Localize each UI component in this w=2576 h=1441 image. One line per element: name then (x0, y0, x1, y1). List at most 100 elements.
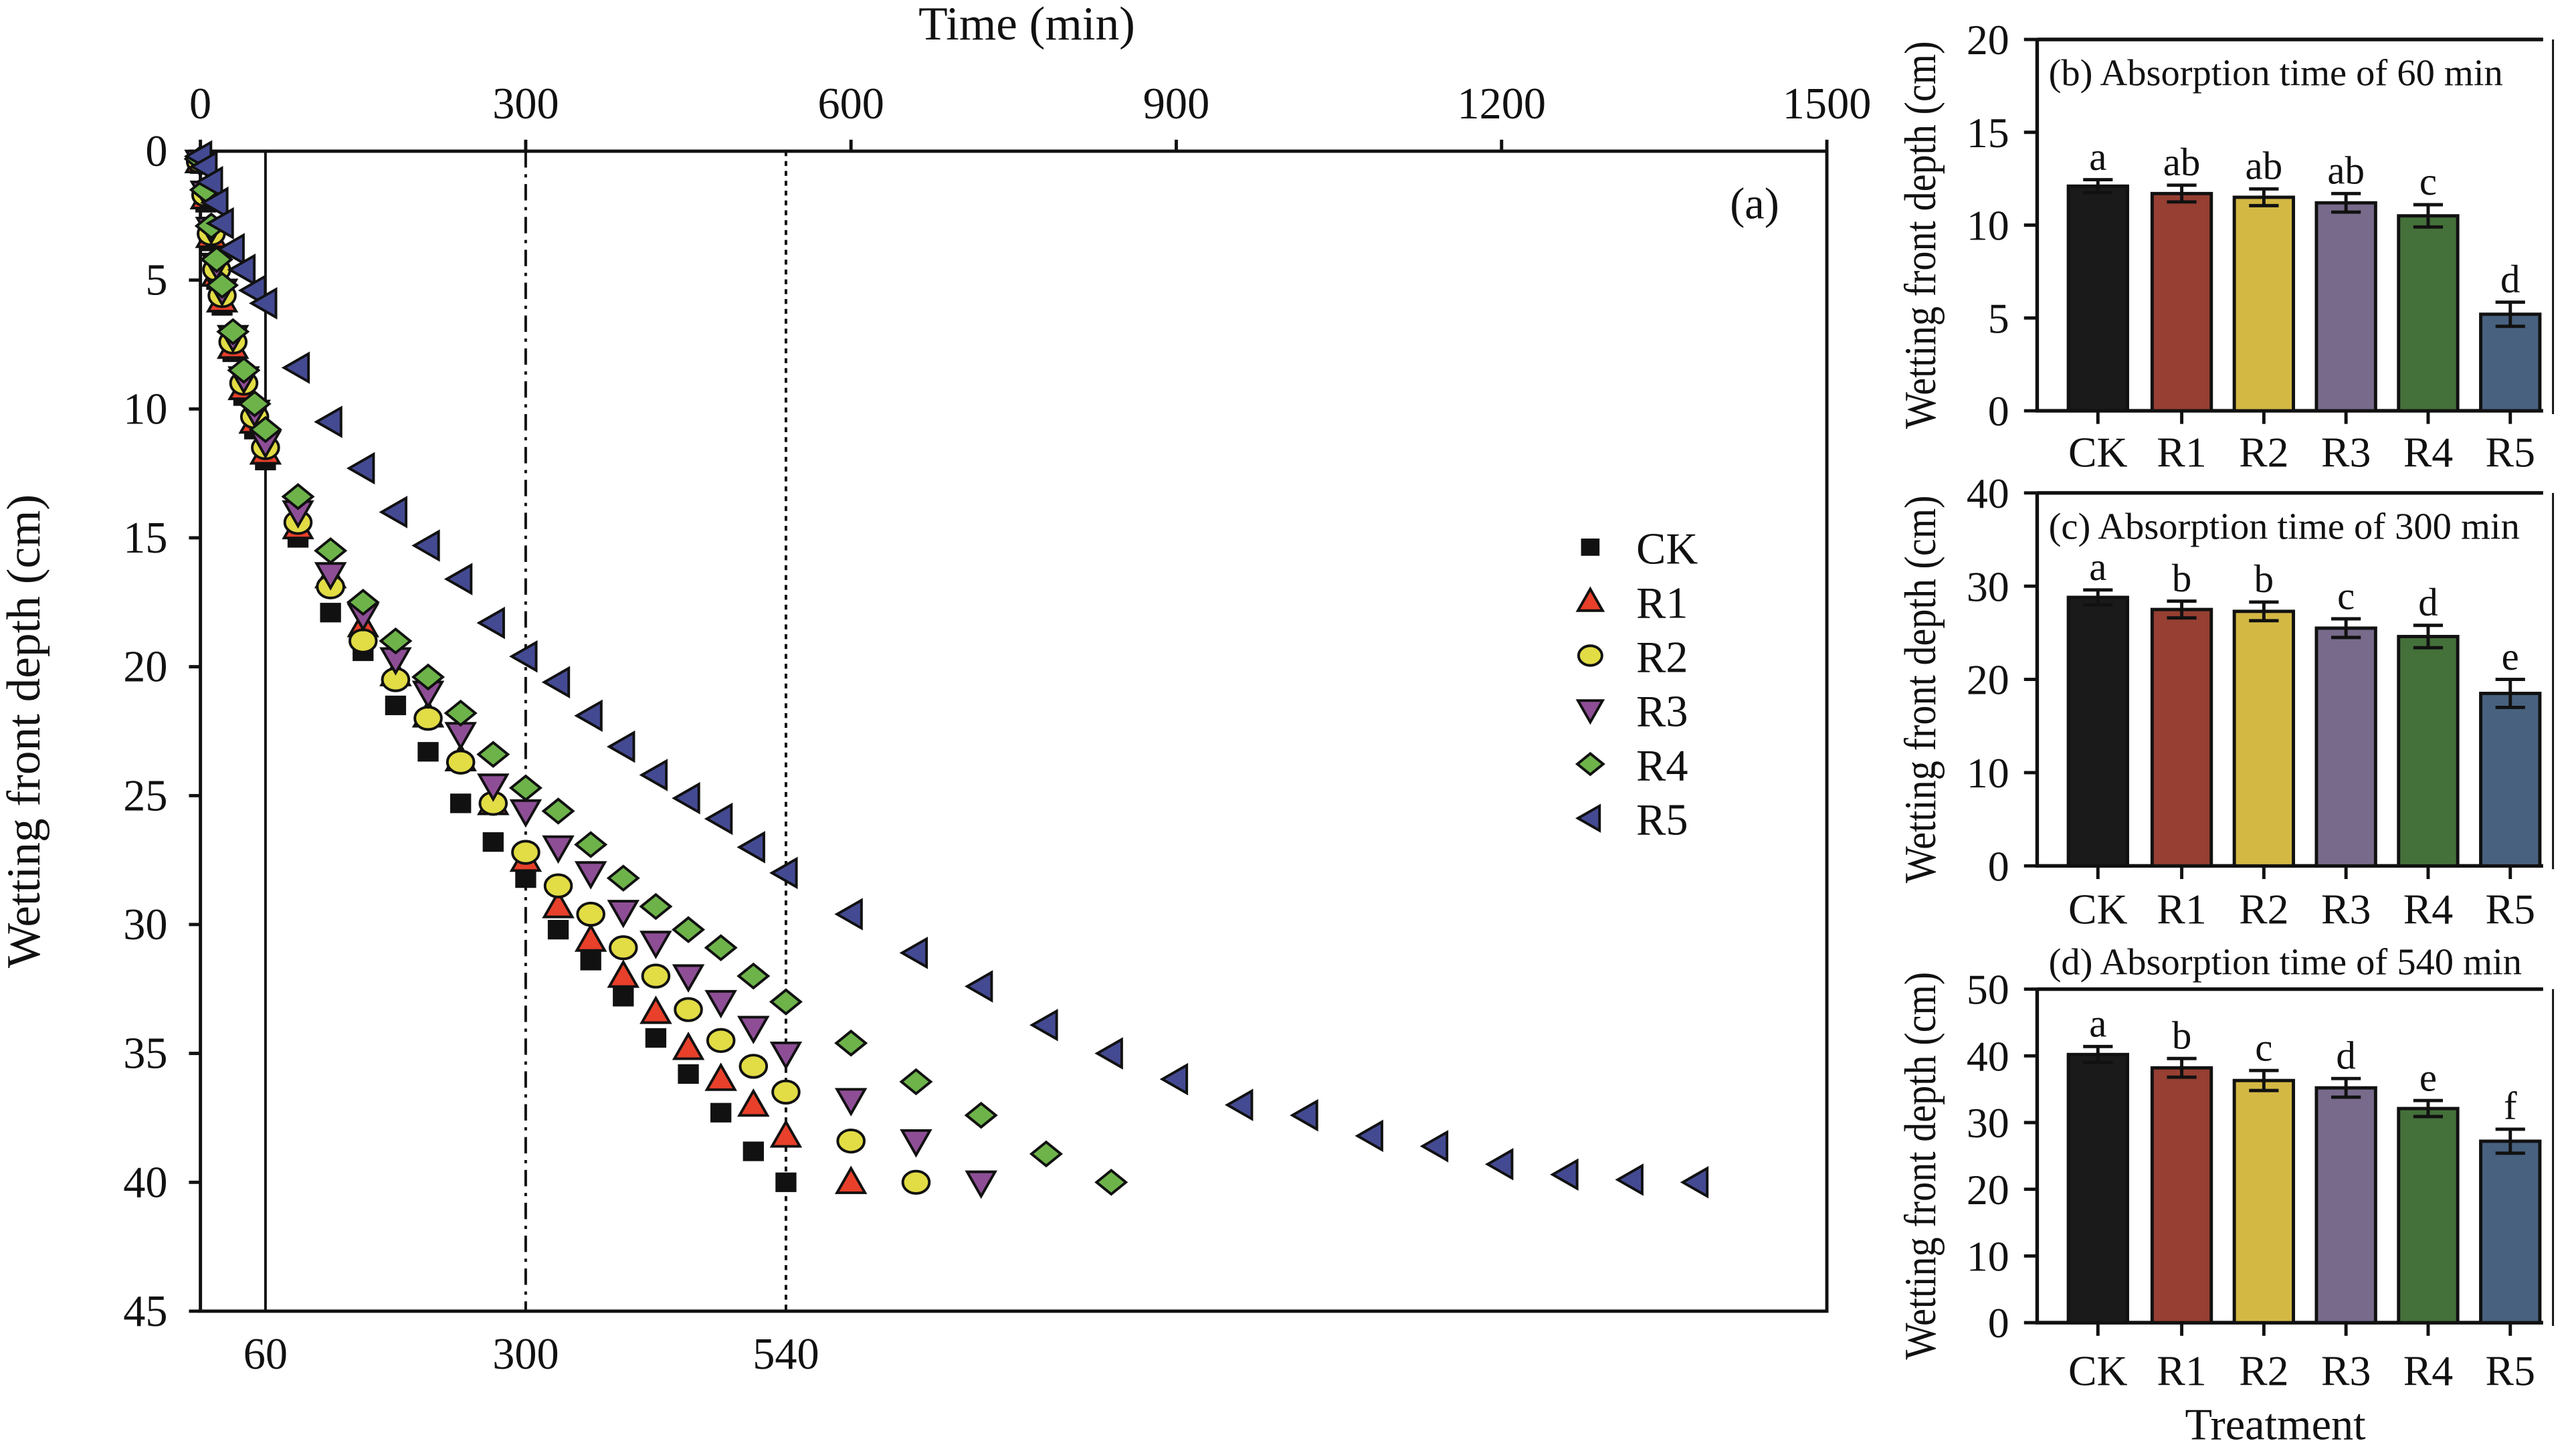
data-point-R4 (379, 627, 413, 655)
data-point-R4 (216, 318, 250, 345)
y-tick-label: 35 (123, 1030, 167, 1078)
data-point-R5 (237, 274, 267, 307)
series-R3 (184, 149, 997, 1199)
significance-letter: c (2337, 573, 2355, 617)
data-point-R3 (672, 964, 705, 993)
x-tick-label: 0 (189, 80, 211, 128)
data-point-R5 (704, 802, 733, 836)
category-label: CK (2068, 885, 2128, 933)
data-point-R4 (314, 537, 348, 565)
data-point-R4 (1094, 1168, 1128, 1196)
error-bar-R3 (2331, 617, 2361, 640)
category-label: R1 (2157, 885, 2207, 933)
data-point-R5 (736, 831, 765, 864)
data-point-R3 (900, 1129, 932, 1158)
data-point-R4 (574, 831, 608, 858)
legend-marker-R4 (1575, 751, 1605, 777)
reference-line-label: 300 (492, 1330, 559, 1379)
significance-letter: ab (2327, 149, 2365, 193)
significance-letter: b (2172, 556, 2191, 600)
significance-letter: b (2172, 1014, 2191, 1058)
data-point-R5 (1484, 1148, 1514, 1181)
legend-marker-R2 (1577, 644, 1603, 667)
bar-R3 (2314, 1086, 2377, 1325)
category-label: R5 (2486, 1347, 2536, 1394)
x-tick-label: 600 (817, 80, 884, 128)
data-point-R4 (1029, 1140, 1064, 1168)
data-point-R1 (672, 1032, 705, 1060)
data-point-R4 (346, 589, 380, 616)
y-tick-label: 0 (1988, 387, 2009, 435)
legend-label-R1: R1 (1636, 579, 1688, 628)
error-bar-R3 (2331, 191, 2361, 214)
x-tick-label: 1200 (1457, 80, 1546, 128)
category-label: R3 (2321, 885, 2371, 933)
y-axis-title: Wetting front depth (cm) (1896, 41, 1945, 429)
data-point-CK (547, 920, 569, 940)
y-tick-label: 10 (123, 385, 167, 434)
error-bar-R4 (2413, 623, 2444, 650)
bar-R3 (2314, 201, 2377, 413)
data-point-R5 (1290, 1098, 1318, 1132)
data-point-R5 (476, 606, 505, 640)
reference-line-label: 60 (243, 1330, 288, 1379)
significance-letter: ab (2163, 140, 2201, 184)
data-point-CK (645, 1028, 667, 1048)
data-point-R5 (411, 529, 440, 562)
data-point-CK (450, 793, 472, 813)
y-tick-label: 25 (123, 771, 167, 820)
y-tick-label: 10 (1967, 1233, 2009, 1280)
legend-label-R2: R2 (1636, 634, 1688, 682)
data-point-R3 (607, 900, 640, 929)
error-bar-R1 (2167, 1056, 2197, 1079)
bar-CK (2066, 1052, 2129, 1325)
data-point-R4 (205, 272, 239, 299)
data-point-R2 (511, 840, 540, 865)
data-point-R4 (834, 1029, 868, 1057)
data-point-R1 (769, 1119, 803, 1148)
error-bar-CK (2083, 1044, 2113, 1064)
data-point-R1 (737, 1088, 770, 1117)
x-axis-title: Time (min) (918, 0, 1135, 50)
data-point-R4 (227, 357, 261, 384)
data-point-R5 (639, 759, 668, 791)
data-point-R3 (639, 931, 672, 959)
data-point-R4 (899, 1068, 933, 1096)
data-point-R4 (606, 864, 640, 892)
category-label: R4 (2403, 1347, 2454, 1394)
data-point-R5 (1680, 1166, 1709, 1199)
bar-CK (2066, 184, 2129, 413)
y-tick-label: 50 (1967, 966, 2009, 1014)
significance-letter: a (2089, 545, 2106, 589)
data-point-R3 (704, 989, 737, 1019)
y-tick-label: 10 (1967, 202, 2009, 250)
data-point-R5 (200, 186, 229, 219)
y-axis-title: Wetting front depth (cm) (1896, 972, 1945, 1360)
y-axis-title: Wetting front depth (cm) (0, 494, 50, 968)
y-tick-label: 5 (1988, 294, 2009, 342)
data-point-R5 (1094, 1037, 1123, 1070)
legend-marker-R1 (1575, 586, 1605, 612)
data-point-R2 (543, 873, 573, 898)
y-tick-label: 10 (1967, 749, 2009, 797)
data-point-R5 (899, 937, 928, 969)
error-bar-CK (2083, 588, 2113, 607)
panel-a: 0 300 600 900 1200 1500 0 5 10 15 20 25 30 35 40 45 Time… (0, 0, 1871, 1379)
data-point-R4 (964, 1101, 998, 1129)
panel-title: (d) Absorption time of 540 min (2049, 941, 2522, 983)
data-point-R1 (704, 1062, 737, 1091)
y-tick-label: 20 (1967, 16, 2009, 64)
data-point-R1 (574, 923, 607, 952)
panel-label: (a) (1730, 180, 1779, 229)
bar-R5 (2479, 692, 2542, 868)
bar-R1 (2150, 1066, 2213, 1325)
data-point-R5 (346, 452, 375, 485)
panel-title: (c) Absorption time of 300 min (2049, 506, 2520, 548)
legend-label-R5: R5 (1636, 796, 1688, 845)
significance-letter: e (2502, 634, 2519, 678)
category-label: CK (2068, 429, 2128, 476)
data-point-R4 (443, 699, 478, 727)
legend-marker-R5 (1575, 803, 1601, 833)
series-CK (189, 154, 797, 1192)
data-point-R5 (1419, 1130, 1449, 1163)
